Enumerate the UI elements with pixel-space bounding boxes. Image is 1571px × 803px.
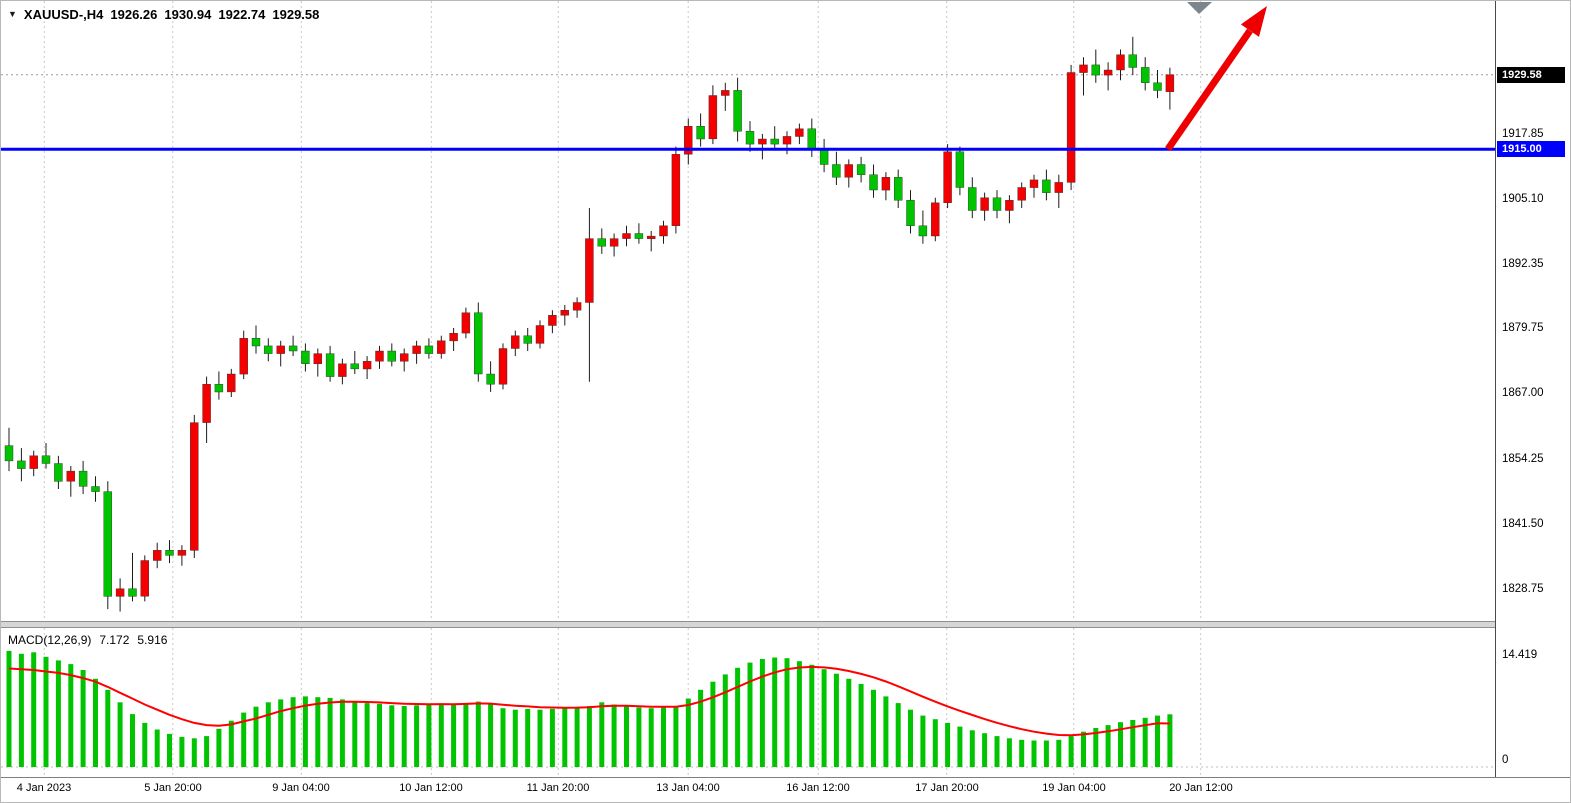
macd-axis-max-label: 14.419 bbox=[1502, 649, 1538, 661]
price-axis-label: 1854.25 bbox=[1502, 453, 1544, 465]
line-price-tag: 1915.00 bbox=[1497, 141, 1565, 157]
price-axis-label: 1892.35 bbox=[1502, 258, 1544, 270]
time-axis-label: 20 Jan 12:00 bbox=[1169, 782, 1233, 794]
candles-layer bbox=[4, 36, 1175, 612]
price-axis-label: 1879.75 bbox=[1502, 322, 1544, 334]
time-axis-label: 19 Jan 04:00 bbox=[1042, 782, 1106, 794]
price-axis-label: 1841.50 bbox=[1502, 518, 1544, 530]
time-axis-label: 13 Jan 04:00 bbox=[656, 782, 720, 794]
time-axis-label: 4 Jan 2023 bbox=[16, 782, 72, 794]
low-value: 1922.74 bbox=[218, 7, 266, 22]
open-value: 1926.26 bbox=[110, 7, 158, 22]
macd-indicator-label: MACD(12,26,9) 7.172 5.916 bbox=[8, 633, 175, 647]
macd-name: MACD(12,26,9) bbox=[8, 633, 92, 647]
time-axis-label: 10 Jan 12:00 bbox=[399, 782, 463, 794]
ohlc-header: ▼ XAUUSD-,H4 1926.26 1930.94 1922.74 192… bbox=[8, 7, 319, 22]
macd-signal-value: 5.916 bbox=[137, 633, 168, 647]
price-axis-label: 1905.10 bbox=[1502, 193, 1544, 205]
grid-layer bbox=[43, 1, 1202, 621]
macd-histogram bbox=[6, 650, 1173, 768]
symbol-timeframe-label: XAUUSD-,H4 bbox=[23, 7, 104, 22]
macd-panel-canvas[interactable] bbox=[1, 628, 1495, 777]
macd-signal-line bbox=[8, 665, 1170, 737]
time-axis-label: 11 Jan 20:00 bbox=[526, 782, 590, 794]
price-axis[interactable]: 1929.58 1915.00 14.419 0 1917.85 1905.10 1… bbox=[1495, 1, 1570, 777]
price-axis-label: 1917.85 bbox=[1502, 128, 1544, 140]
macd-main-value: 7.172 bbox=[99, 633, 130, 647]
macd-axis-zero-label: 0 bbox=[1502, 754, 1509, 766]
price-chart-canvas[interactable] bbox=[1, 1, 1495, 621]
time-axis-label: 17 Jan 20:00 bbox=[915, 782, 979, 794]
top-marker-triangle-icon[interactable] bbox=[1187, 2, 1212, 14]
time-axis-label: 16 Jan 12:00 bbox=[786, 782, 850, 794]
axis-separator bbox=[1, 777, 1570, 778]
trend-arrow[interactable] bbox=[1165, 6, 1267, 151]
time-axis-label: 5 Jan 20:00 bbox=[144, 782, 202, 794]
high-value: 1930.94 bbox=[164, 7, 212, 22]
time-axis[interactable]: 4 Jan 2023 5 Jan 20:00 9 Jan 04:00 10 Jan 1… bbox=[1, 778, 1570, 802]
symbol-dropdown-icon[interactable]: ▼ bbox=[8, 9, 17, 19]
price-axis-label: 1867.00 bbox=[1502, 387, 1544, 399]
panel-divider[interactable] bbox=[1, 621, 1570, 628]
time-axis-label: 9 Jan 04:00 bbox=[272, 782, 330, 794]
price-axis-label: 1828.75 bbox=[1502, 583, 1544, 595]
close-value: 1929.58 bbox=[272, 7, 320, 22]
current-price-tag: 1929.58 bbox=[1497, 67, 1565, 83]
